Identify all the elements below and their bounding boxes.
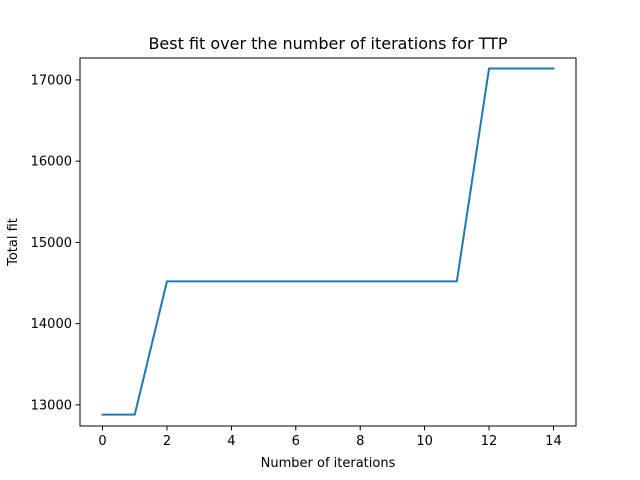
x-tick-label: 8 [356, 434, 364, 449]
x-tick-label: 6 [292, 434, 300, 449]
y-axis-label: Total fit [6, 218, 21, 267]
x-axis-ticks: 0 2 4 6 8 10 12 14 [98, 426, 562, 449]
y-tick-label: 15000 [31, 236, 72, 251]
x-tick-label: 10 [416, 434, 433, 449]
x-tick-label: 2 [163, 434, 171, 449]
series-line-0 [101, 67, 555, 416]
x-tick-label: 4 [227, 434, 235, 449]
y-axis-ticks: 13000 14000 15000 16000 17000 [31, 73, 80, 413]
x-tick-label: 14 [545, 434, 562, 449]
y-tick-label: 13000 [31, 398, 72, 413]
x-axis-label: Number of iterations [261, 456, 396, 471]
x-tick-label: 12 [481, 434, 498, 449]
y-tick-label: 17000 [31, 73, 72, 88]
y-tick-label: 16000 [31, 155, 72, 170]
x-tick-label: 0 [98, 434, 106, 449]
chart-title: Best fit over the number of iterations f… [148, 34, 507, 53]
y-tick-label: 14000 [31, 317, 72, 332]
